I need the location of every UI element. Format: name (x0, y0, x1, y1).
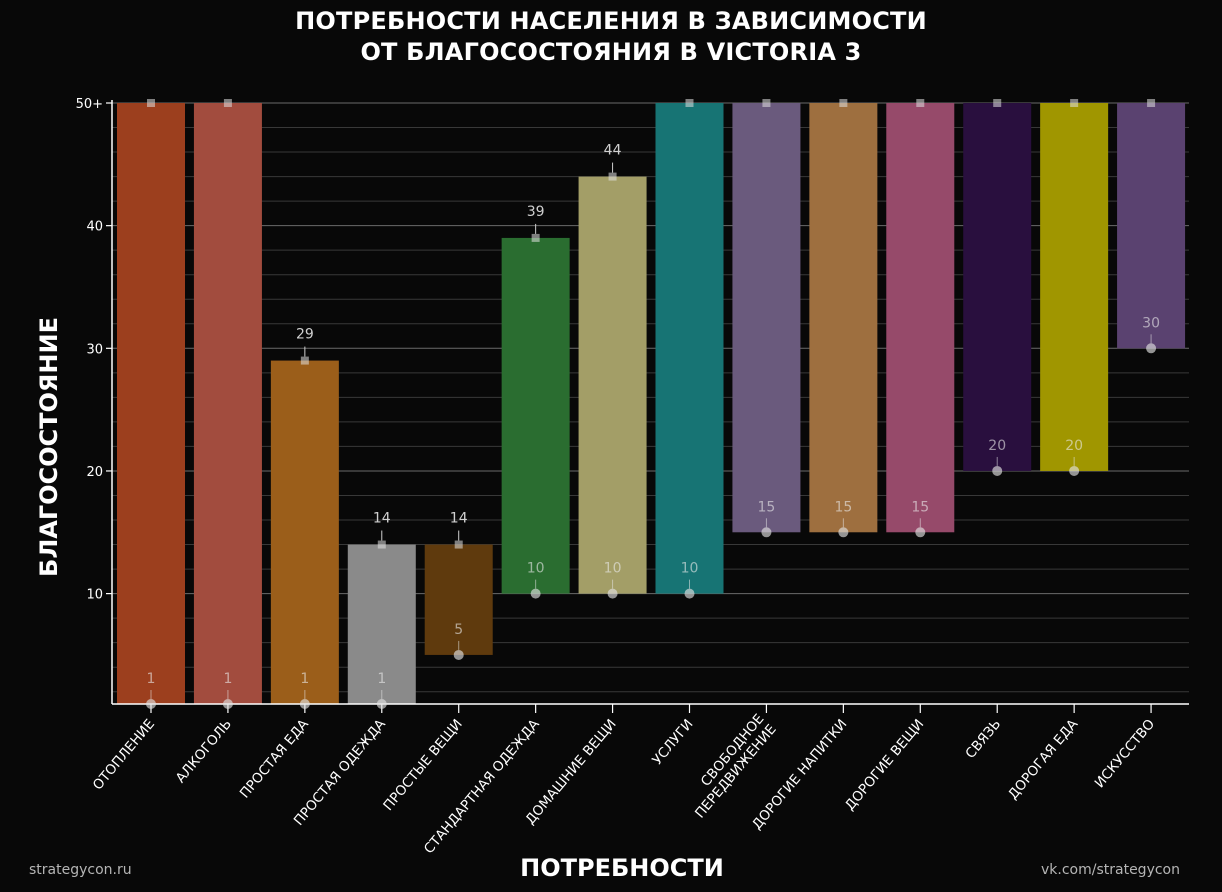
x-axis-title: ПОТРЕБНОСТИ (520, 854, 724, 882)
start-marker (684, 588, 695, 599)
end-marker (993, 99, 1002, 107)
bar (578, 176, 647, 594)
start-value-label: 1 (300, 671, 309, 687)
chart-title-line-2: ОТ БЛАГОСОСТОЯНИЯ В VICTORIA 3 (360, 38, 862, 66)
bar (809, 103, 878, 533)
start-value-label: 15 (834, 499, 852, 515)
start-value-label: 10 (604, 561, 622, 577)
end-value-label: 39 (527, 204, 545, 220)
start-marker (761, 527, 772, 538)
x-tick-label: ОТОПЛЕНИЕ (90, 716, 158, 793)
start-value-label: 30 (1142, 315, 1160, 331)
end-marker (147, 99, 155, 107)
start-marker (992, 465, 1003, 476)
bar (1040, 103, 1109, 471)
start-marker (1146, 343, 1157, 354)
start-marker (376, 699, 387, 709)
start-value-label: 20 (1065, 438, 1083, 454)
y-tick-label: 30 (86, 342, 103, 357)
start-marker (915, 527, 926, 538)
x-tick-label: ДОРОГИЕ ВЕЩИ (842, 716, 927, 813)
start-value-label: 5 (454, 622, 463, 638)
x-tick-label: ИСКУССТВО (1092, 716, 1158, 791)
end-marker (531, 233, 540, 242)
end-marker (916, 99, 925, 107)
bar (193, 103, 262, 704)
end-value-label: 14 (373, 511, 391, 527)
y-tick-label: 20 (86, 465, 103, 480)
start-marker (1069, 465, 1080, 476)
y-tick-label: 50+ (76, 97, 103, 112)
y-tick-label: 40 (86, 220, 103, 235)
start-value-label: 1 (223, 671, 232, 687)
chart-title: ПОТРЕБНОСТИ НАСЕЛЕНИЯ В ЗАВИСИМОСТИ ОТ Б… (0, 6, 1222, 68)
end-marker (223, 99, 232, 107)
start-marker (607, 588, 618, 599)
start-marker (299, 699, 310, 709)
bar (963, 103, 1032, 471)
end-marker (1147, 99, 1156, 107)
end-value-label: 29 (296, 327, 314, 343)
start-marker (222, 699, 233, 709)
bar (117, 103, 185, 704)
end-marker (608, 172, 617, 181)
start-value-label: 1 (147, 671, 156, 687)
bar (347, 544, 416, 704)
end-marker (685, 99, 694, 107)
end-marker (1070, 99, 1079, 107)
start-marker (530, 588, 541, 599)
x-tick-label: ПРОСТЫЕ ВЕЩИ (380, 716, 466, 814)
bar (270, 360, 339, 704)
start-value-label: 1 (377, 671, 386, 687)
end-marker (839, 99, 848, 107)
chart-title-line-1: ПОТРЕБНОСТИ НАСЕЛЕНИЯ В ЗАВИСИМОСТИ (295, 7, 927, 35)
x-tick-label: АЛКОГОЛЬ (173, 716, 235, 786)
bar (732, 103, 801, 533)
bar (501, 237, 570, 594)
end-value-label: 44 (604, 143, 622, 159)
end-marker (762, 99, 771, 107)
start-value-label: 10 (527, 561, 545, 577)
start-marker (146, 699, 156, 709)
y-axis-title: БЛАГОСОСТОЯНИЕ (35, 317, 63, 577)
x-tick-label: ПРОСТАЯ ЕДА (237, 716, 313, 802)
start-marker (453, 649, 464, 660)
start-value-label: 15 (758, 499, 776, 515)
end-marker (454, 540, 463, 549)
bar (1117, 103, 1186, 349)
start-value-label: 20 (988, 438, 1006, 454)
x-tick-label: СВЯЗЬ (962, 716, 1004, 762)
end-marker (377, 540, 386, 549)
footer-site-link[interactable]: strategycon.ru (29, 862, 132, 878)
bar (886, 103, 955, 533)
bar (655, 103, 724, 594)
x-tick-label: УСЛУГИ (649, 716, 696, 768)
footer-vk-link[interactable]: vk.com/strategycon (1041, 862, 1180, 878)
end-value-label: 14 (450, 511, 468, 527)
start-value-label: 15 (911, 499, 929, 515)
start-marker (838, 527, 849, 538)
x-tick-label: ДОРОГАЯ ЕДА (1005, 716, 1082, 803)
end-marker (300, 356, 309, 365)
start-value-label: 10 (681, 561, 699, 577)
y-tick-label: 10 (86, 588, 103, 603)
bar (424, 544, 493, 655)
